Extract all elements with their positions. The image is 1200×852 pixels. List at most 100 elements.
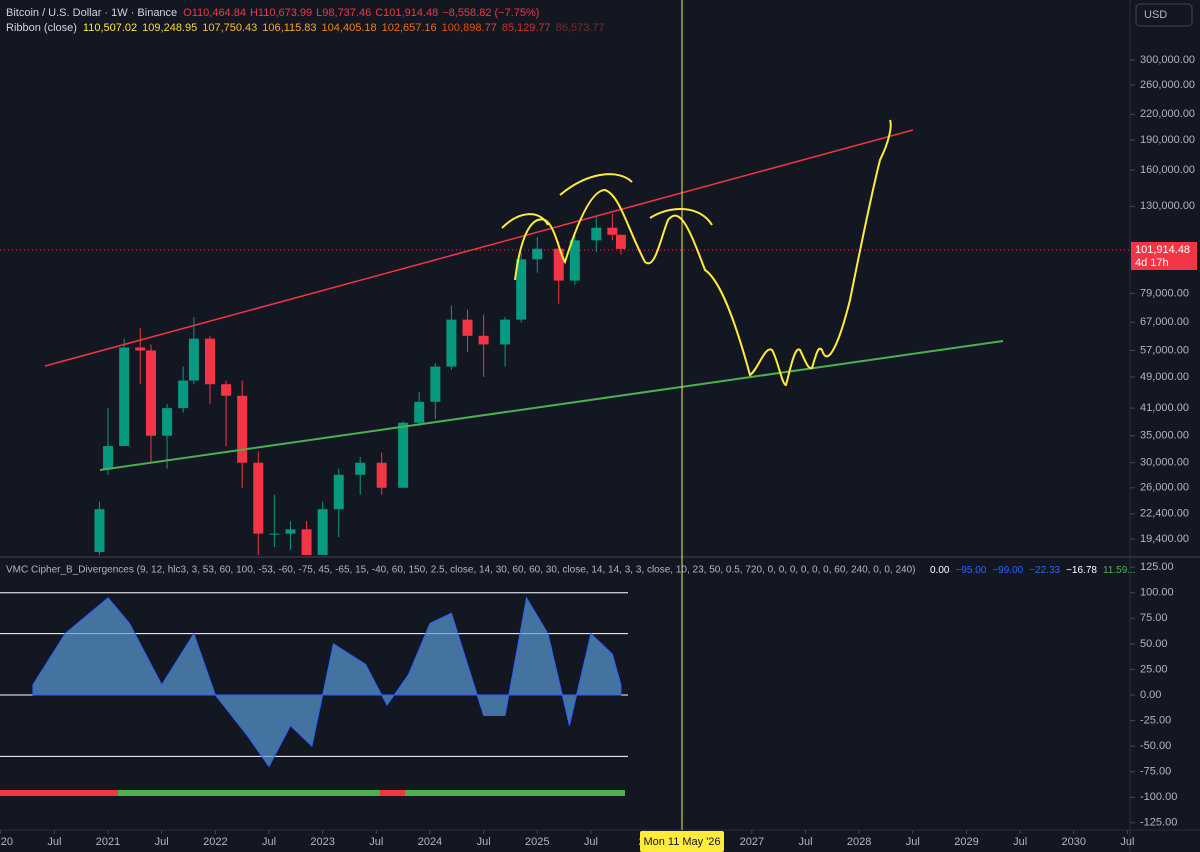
- ribbon-value: 100,898.77: [442, 22, 497, 34]
- readout: 11.59...: [1103, 565, 1136, 576]
- candle-body: [398, 422, 409, 488]
- candle-body: [430, 366, 441, 402]
- x-tick-label: Jul: [155, 836, 169, 848]
- x-tick-label: Jul: [1120, 836, 1134, 848]
- x-tick-label: Jul: [798, 836, 812, 848]
- y-tick-label: 57,000.00: [1140, 344, 1189, 356]
- ribbon-value: 110,507.02: [83, 22, 137, 34]
- candle-body: [607, 227, 618, 235]
- crosshair-date: Mon 11 May '26: [643, 836, 720, 848]
- y-tick-label: -125.00: [1140, 817, 1177, 829]
- ohlc: O110,464.84: [183, 7, 246, 19]
- change: −8,558.82 (−7.75%): [442, 7, 539, 19]
- readout: −95.00: [955, 565, 986, 576]
- y-tick-label: 190,000.00: [1140, 134, 1195, 146]
- candle-body: [188, 338, 199, 381]
- y-tick-label: 300,000.00: [1140, 54, 1195, 66]
- candle-body: [615, 234, 626, 249]
- y-tick-label: 25.00: [1140, 663, 1168, 675]
- countdown: 4d 17h: [1135, 257, 1169, 269]
- readout: −22.33: [1029, 565, 1060, 576]
- currency[interactable]: USD: [1144, 9, 1167, 21]
- last-price: 101,914.48: [1135, 244, 1190, 256]
- candle-body: [221, 384, 232, 396]
- resistance-line: [44, 129, 914, 367]
- y-tick-label: 75.00: [1140, 612, 1168, 624]
- x-tick-label: Jul: [262, 836, 276, 848]
- signal-bar: [405, 790, 625, 796]
- wave-area: [32, 596, 622, 768]
- x-tick-label: Jul: [47, 836, 61, 848]
- candle-body: [301, 529, 312, 555]
- currency-button[interactable]: [1135, 3, 1193, 27]
- ribbon-value: 86,573.77: [556, 22, 605, 34]
- candle-body: [500, 319, 511, 345]
- y-tick-label: 0.00: [1140, 689, 1161, 701]
- candle-body: [135, 347, 146, 351]
- crosshair-date-badge: [640, 831, 724, 852]
- y-tick-label: 125.00: [1140, 561, 1174, 573]
- indicator-title: VMC Cipher_B_Divergences (9, 12, hlc3, 3…: [6, 565, 915, 576]
- x-tick-label: Jul: [1013, 836, 1027, 848]
- x-tick-label: Jul: [584, 836, 598, 848]
- y-tick-label: -100.00: [1140, 791, 1177, 803]
- candle-body: [317, 509, 328, 555]
- candle-body: [94, 509, 105, 553]
- x-tick-label: Jul: [906, 836, 920, 848]
- candle-body: [532, 248, 543, 260]
- candle-body: [376, 462, 387, 488]
- candle-body: [516, 259, 527, 320]
- y-tick-label: 79,000.00: [1140, 287, 1189, 299]
- candle-body: [446, 319, 457, 367]
- candle-body: [569, 240, 580, 281]
- signal-bar: [0, 790, 118, 796]
- ohlc: L98,737.46: [316, 7, 371, 19]
- ribbon-title: Ribbon (close): [6, 22, 77, 34]
- candles: [94, 213, 626, 555]
- y-tick-label: 260,000.00: [1140, 79, 1195, 91]
- x-tick-label: 2023: [310, 836, 334, 848]
- ribbon-value: 107,750.43: [202, 22, 257, 34]
- y-tick-label: -75.00: [1140, 766, 1171, 778]
- y-tick-label: 19,400.00: [1140, 533, 1189, 545]
- y-tick-label: 220,000.00: [1140, 108, 1195, 120]
- projection-drawing: [514, 119, 892, 387]
- candle-body: [269, 533, 280, 535]
- ribbon-value: 104,405.18: [322, 22, 377, 34]
- y-tick-label: 30,000.00: [1140, 457, 1189, 469]
- x-tick-label: Jul: [369, 836, 383, 848]
- symbol: Bitcoin / U.S. Dollar · 1W · Binance: [6, 7, 177, 19]
- candle-body: [145, 350, 156, 436]
- candle-body: [204, 338, 215, 385]
- y-tick-label: 67,000.00: [1140, 316, 1189, 328]
- y-tick-label: 35,000.00: [1140, 430, 1189, 442]
- indicator-readouts: 0.00 −95.00 −99.00 −22.33 −16.78 11.59...: [930, 565, 1136, 576]
- candle-body: [285, 529, 296, 534]
- x-tick-label: 2024: [418, 836, 442, 848]
- x-tick-label: 2022: [203, 836, 227, 848]
- readout: −16.78: [1066, 565, 1097, 576]
- readout: −99.00: [992, 565, 1023, 576]
- candle-body: [553, 248, 564, 281]
- candle-body: [591, 227, 602, 241]
- x-tick-label: Jul: [477, 836, 491, 848]
- candle-body: [103, 446, 114, 469]
- y-tick-label: 130,000.00: [1140, 200, 1195, 212]
- candle-body: [162, 408, 173, 436]
- candle-body: [119, 347, 130, 447]
- y-tick-label: 100.00: [1140, 587, 1174, 599]
- legend-line: Bitcoin / U.S. Dollar · 1W · Binance O110…: [6, 7, 539, 19]
- y-tick-label: 49,000.00: [1140, 371, 1189, 383]
- x-tick-label: 2027: [740, 836, 764, 848]
- candle-body: [462, 319, 473, 336]
- last-price-badge: [1131, 242, 1197, 270]
- candle-body: [333, 474, 344, 510]
- signal-bar: [118, 790, 380, 796]
- y-tick-label: 41,000.00: [1140, 402, 1189, 414]
- ribbon-value: 106,115.83: [262, 22, 316, 34]
- y-tick-label: -50.00: [1140, 740, 1171, 752]
- y-tick-label: 160,000.00: [1140, 164, 1195, 176]
- candle-body: [478, 335, 489, 345]
- legend-line: Ribbon (close) 110,507.02 109,248.95 107,75…: [6, 22, 605, 34]
